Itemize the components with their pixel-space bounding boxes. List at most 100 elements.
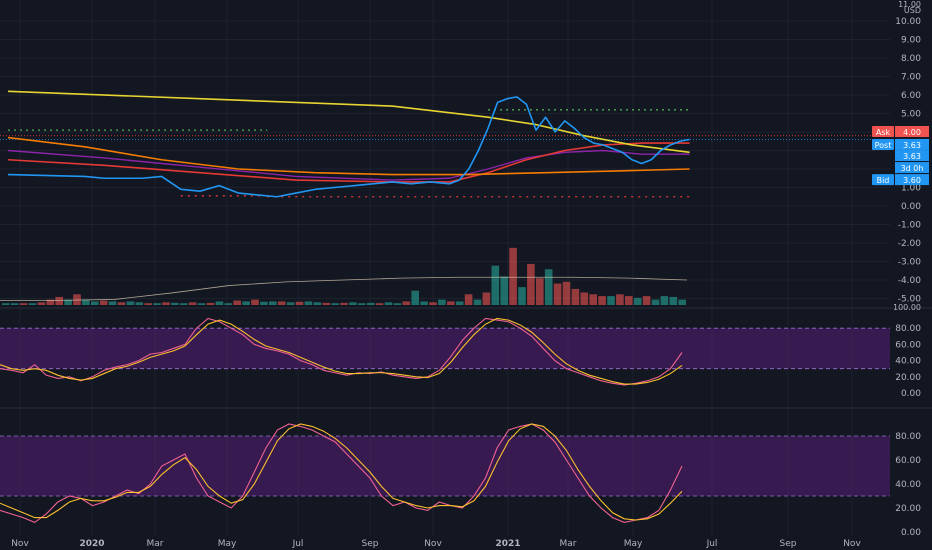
price-line: [7, 96, 690, 198]
volume-bar: [197, 303, 206, 305]
oscillator-1-tick-label: 0.00: [901, 389, 921, 399]
volume-bar: [598, 296, 606, 305]
moving-average-purple: [7, 149, 690, 181]
badge-value-bg: [895, 174, 929, 186]
volume-bar: [616, 294, 624, 305]
oscillator-2-tick-label: 20.00: [895, 504, 921, 514]
volume-bar: [669, 296, 678, 305]
volume-bar: [455, 301, 464, 305]
badge-value: 3d 0h: [901, 164, 924, 173]
volume-bar: [562, 281, 571, 305]
volume-bar: [642, 296, 651, 305]
volume-bar: [10, 303, 19, 305]
price-tick-label: -2.00: [898, 239, 922, 249]
oscillator-1-top-label: 100.00: [893, 303, 921, 312]
volume-bar: [420, 301, 428, 305]
volume-bar: [331, 303, 339, 305]
volume-bar: [447, 301, 455, 305]
badge-value-bg: [895, 126, 929, 137]
volume-bar: [171, 302, 179, 305]
price-tick-label: 9.00: [901, 36, 921, 46]
time-axis-label: May: [218, 539, 237, 549]
price-tick-label: -3.00: [898, 258, 922, 268]
volume-bar: [180, 303, 188, 305]
volume-bar: [144, 303, 152, 305]
volume-bar: [384, 302, 393, 305]
volume-bar: [509, 247, 517, 305]
oscillator-2-tick-label: 60.00: [895, 456, 921, 466]
volume-bar: [580, 292, 589, 305]
price-tick-label: 8.00: [901, 54, 921, 64]
volume-bar: [224, 303, 233, 305]
volume-bar: [340, 302, 348, 305]
volume-bar: [625, 296, 633, 305]
volume-bar: [117, 302, 126, 305]
volume-bar: [206, 302, 215, 305]
volume-bar: [108, 301, 117, 305]
volume-bar: [162, 302, 170, 305]
volume-bar: [82, 299, 90, 305]
volume-bar: [91, 301, 99, 305]
volume-bar: [518, 287, 526, 305]
volume-bar: [589, 294, 597, 305]
volume-bar: [491, 265, 500, 305]
volume-bar: [304, 301, 313, 305]
volume-bar: [46, 299, 55, 305]
volume-bar: [64, 299, 72, 305]
volume-bar: [242, 301, 250, 305]
volume-bar: [500, 276, 508, 305]
volume-bar: [2, 303, 10, 305]
time-axis-label: Nov: [424, 539, 442, 549]
time-axis-label: Mar: [147, 539, 164, 549]
price-tick-label: 0.00: [901, 202, 921, 212]
oscillator-2-tick-label: 0.00: [901, 528, 921, 538]
price-top-label: 11.00: [898, 0, 921, 9]
volume-bar: [295, 301, 304, 305]
volume-bar: [233, 300, 241, 305]
price-tick-label: -5.00: [898, 295, 922, 305]
oscillator-1-tick-label: 20.00: [895, 373, 921, 383]
badge-value: 4.00: [903, 128, 921, 137]
time-axis-label: Mar: [560, 539, 577, 549]
volume-bar: [251, 299, 259, 305]
volume-bar: [188, 302, 197, 305]
volume-bar: [678, 299, 686, 305]
time-axis-label: 2020: [79, 539, 104, 549]
price-tick-label: 6.00: [901, 91, 921, 101]
oscillator-2-band: [0, 436, 890, 496]
volume-bar: [99, 300, 108, 305]
volume-bar: [358, 303, 366, 305]
price-tick-label: 1.00: [901, 184, 921, 194]
volume-bar: [411, 290, 419, 305]
price-tick-label: 5.00: [901, 110, 921, 120]
volume-bar: [527, 263, 535, 305]
volume-bar: [135, 302, 144, 305]
oscillator-1-tick-label: 40.00: [895, 357, 921, 367]
time-axis-label: Sep: [780, 539, 797, 549]
volume-bar: [473, 299, 482, 305]
volume-bar: [402, 301, 411, 305]
time-axis-label: 2021: [495, 539, 520, 549]
moving-average-yellow: [7, 90, 690, 154]
volume-bar: [536, 278, 544, 305]
oscillator-1-tick-label: 60.00: [895, 340, 921, 350]
time-axis-label: Sep: [362, 539, 379, 549]
badge-tag: Bid: [877, 176, 890, 185]
moving-average-orange: [7, 136, 690, 176]
volume-bar: [651, 299, 660, 305]
time-axis-label: Jul: [292, 539, 304, 549]
volume-bar: [19, 303, 28, 305]
volume-bar: [553, 283, 562, 305]
badge-value: 3.63: [903, 141, 921, 150]
moving-average-red: [7, 142, 690, 183]
volume-bar: [153, 303, 161, 305]
volume-average-line: [0, 276, 688, 301]
oscillator-1-tick-label: 80.00: [895, 324, 921, 334]
volume-bar: [37, 302, 46, 305]
volume-bar: [464, 294, 473, 305]
volume-bar: [607, 296, 615, 305]
volume-bar: [322, 302, 330, 305]
volume-bar: [215, 301, 224, 305]
oscillator-1-series-1: [0, 317, 683, 385]
